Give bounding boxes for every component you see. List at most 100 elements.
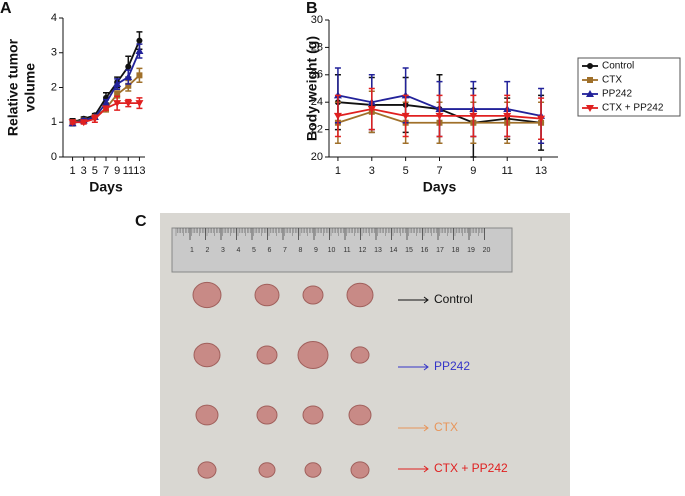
ruler-number: 12 bbox=[359, 247, 367, 254]
ruler-number: 13 bbox=[374, 247, 382, 254]
x-tick-label: 1 bbox=[70, 165, 76, 177]
x-tick-label: 5 bbox=[92, 165, 98, 177]
y-tick-label: 20 bbox=[311, 151, 323, 163]
x-tick-label: 5 bbox=[403, 165, 409, 177]
ruler-number: 2 bbox=[206, 247, 210, 254]
legend-box bbox=[577, 57, 681, 117]
ruler-number: 7 bbox=[283, 247, 287, 254]
ruler-number: 10 bbox=[328, 247, 336, 254]
ruler-number: 19 bbox=[467, 247, 475, 254]
tumor bbox=[297, 341, 329, 369]
y-tick-label: 22 bbox=[311, 124, 323, 136]
marker bbox=[503, 112, 512, 120]
tumor bbox=[258, 462, 276, 478]
marker bbox=[90, 115, 99, 123]
marker bbox=[113, 80, 122, 88]
ruler-number: 14 bbox=[390, 247, 398, 254]
panel-label: C bbox=[135, 213, 147, 230]
ruler bbox=[171, 227, 513, 273]
tumor bbox=[192, 281, 222, 309]
photo-label: Control bbox=[434, 292, 473, 306]
tumor bbox=[346, 282, 374, 308]
x-axis-title: Days bbox=[423, 179, 457, 195]
x-axis-title: Days bbox=[89, 179, 123, 195]
y-tick-label: 28 bbox=[311, 41, 323, 53]
x-tick-label: 3 bbox=[81, 165, 87, 177]
x-tick-label: 11 bbox=[123, 165, 134, 177]
tumor bbox=[256, 345, 278, 365]
legend-marker bbox=[586, 90, 594, 97]
y-tick-label: 0 bbox=[51, 151, 57, 163]
marker bbox=[469, 112, 478, 120]
x-tick-label: 7 bbox=[103, 165, 109, 177]
legend-label: PP242 bbox=[602, 89, 632, 100]
legend-label: Control bbox=[602, 61, 634, 72]
marker bbox=[135, 100, 144, 108]
legend-label: CTX + PP242 bbox=[602, 103, 664, 114]
y-axis-title: volume bbox=[22, 63, 38, 112]
marker bbox=[435, 112, 444, 120]
marker bbox=[79, 119, 88, 127]
tumor bbox=[195, 404, 219, 426]
marker bbox=[401, 112, 410, 120]
y-axis-title: Body weight (g) bbox=[304, 36, 320, 141]
marker bbox=[135, 47, 144, 55]
photo-label: CTX bbox=[434, 420, 458, 434]
label-arrow bbox=[398, 296, 429, 304]
photo-label: PP242 bbox=[434, 359, 470, 373]
marker bbox=[124, 100, 133, 108]
label-arrow bbox=[398, 363, 429, 371]
tumor bbox=[256, 405, 278, 425]
y-tick-label: 26 bbox=[311, 69, 323, 81]
label-arrow bbox=[398, 424, 429, 432]
marker bbox=[136, 37, 143, 44]
tumor bbox=[350, 461, 370, 479]
ruler-number: 11 bbox=[343, 247, 350, 254]
legend-marker bbox=[587, 77, 593, 83]
y-tick-label: 1 bbox=[51, 116, 57, 128]
ruler-number: 4 bbox=[237, 247, 241, 254]
x-tick-label: 9 bbox=[470, 165, 476, 177]
y-tick-label: 30 bbox=[311, 14, 323, 26]
y-tick-label: 3 bbox=[51, 47, 57, 59]
marker bbox=[102, 105, 110, 113]
tumor bbox=[193, 342, 221, 368]
marker bbox=[136, 72, 143, 79]
y-tick-label: 2 bbox=[51, 81, 57, 93]
legend-marker bbox=[586, 105, 594, 112]
x-tick-label: 13 bbox=[133, 165, 145, 177]
panel-label: B bbox=[306, 0, 318, 17]
ruler-number: 9 bbox=[314, 247, 318, 254]
x-tick-label: 11 bbox=[502, 165, 513, 177]
ruler-number: 17 bbox=[436, 247, 444, 254]
y-tick-label: 4 bbox=[51, 12, 57, 24]
marker bbox=[68, 119, 77, 127]
x-tick-label: 9 bbox=[114, 165, 120, 177]
x-tick-label: 13 bbox=[535, 165, 547, 177]
x-tick-label: 1 bbox=[335, 165, 341, 177]
marker bbox=[125, 82, 132, 89]
ruler-number: 8 bbox=[299, 247, 303, 254]
tumor bbox=[254, 283, 280, 307]
marker bbox=[124, 73, 133, 81]
tumor bbox=[304, 462, 322, 478]
panel-label: A bbox=[0, 0, 12, 17]
marker bbox=[333, 112, 342, 120]
ruler-number: 20 bbox=[483, 247, 491, 254]
y-tick-label: 24 bbox=[311, 96, 323, 108]
ruler-number: 6 bbox=[268, 247, 272, 254]
tumor bbox=[350, 346, 370, 364]
marker bbox=[114, 91, 121, 98]
label-arrow bbox=[398, 465, 429, 473]
marker bbox=[125, 63, 132, 70]
marker bbox=[537, 115, 546, 123]
marker bbox=[113, 100, 122, 108]
legend-label: CTX bbox=[602, 75, 622, 86]
x-tick-label: 7 bbox=[436, 165, 442, 177]
photo-label: CTX + PP242 bbox=[434, 461, 508, 475]
tumor bbox=[197, 461, 217, 479]
y-axis-title: Relative tumor bbox=[5, 38, 21, 136]
tumor bbox=[302, 285, 324, 305]
tumor bbox=[302, 405, 324, 425]
tumor bbox=[348, 404, 372, 426]
